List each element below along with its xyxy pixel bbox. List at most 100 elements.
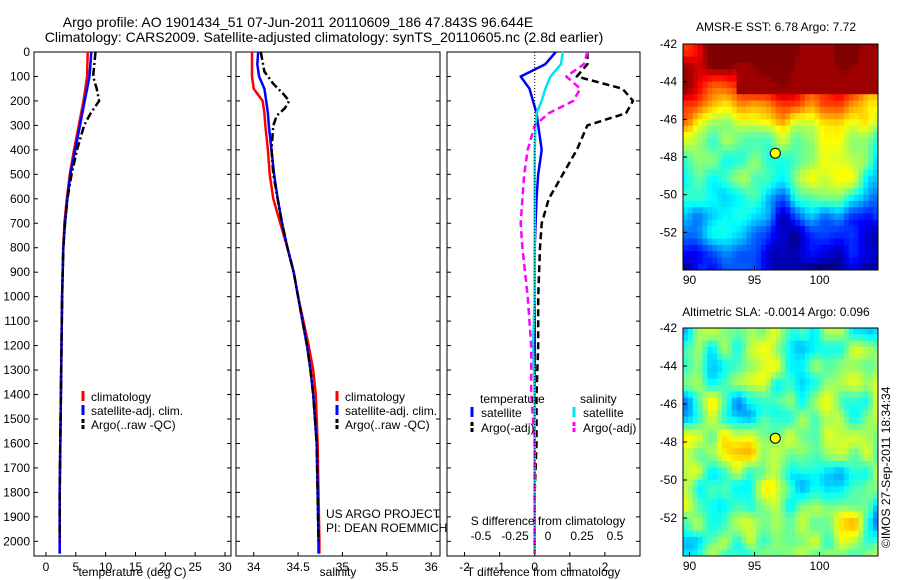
sst_map-cell xyxy=(863,50,869,57)
sla_map-cell xyxy=(809,537,816,544)
sst_map-cell xyxy=(824,100,830,108)
sla_map-cell xyxy=(697,486,703,494)
sst_map-cell xyxy=(824,238,830,246)
sst_map-cell xyxy=(848,163,855,170)
sla_map-cell xyxy=(731,530,738,538)
sla_map-cell xyxy=(702,435,708,443)
sst_map-cell xyxy=(683,207,689,214)
sla_map-cell xyxy=(873,378,879,386)
sst_map-cell xyxy=(868,194,874,202)
sla_map-cell xyxy=(731,442,738,449)
sst_map-cell xyxy=(829,244,835,252)
sst_map-cell xyxy=(736,182,742,189)
sla_map-cell xyxy=(853,397,859,405)
sla_map-cell xyxy=(687,435,694,443)
sla_map-cell xyxy=(697,397,703,405)
sst_map-cell xyxy=(790,175,796,183)
sst_map-cell xyxy=(868,119,874,127)
sst_map-cell xyxy=(785,175,791,183)
sst_map-cell xyxy=(697,50,703,57)
legend-label-s-satellite: satellite xyxy=(583,406,624,420)
sst_map-cell xyxy=(712,113,718,120)
sst_map-cell xyxy=(687,94,694,101)
sst_map-cell xyxy=(722,144,728,152)
sst_map-cell xyxy=(702,131,708,139)
sst_map-cell xyxy=(804,56,811,64)
sla_map-cell xyxy=(848,543,855,551)
sst_map-cell xyxy=(770,207,777,214)
sst_map-cell xyxy=(756,194,762,202)
sst_map-cell xyxy=(848,50,855,57)
sla_map-cell xyxy=(834,404,840,411)
sla_map-cell xyxy=(746,416,752,424)
sst_map-cell xyxy=(770,244,777,252)
sla_map-cell xyxy=(848,385,855,392)
sla_map-cell xyxy=(692,378,699,386)
sla_map-cell xyxy=(824,385,830,392)
sst_map-cell xyxy=(751,56,757,64)
sst_map-cell xyxy=(873,163,879,170)
temperature-legend-label: climatology xyxy=(91,390,151,404)
sst_map-cell xyxy=(722,194,728,202)
sla_map-cell xyxy=(790,366,796,373)
sst_map-cell xyxy=(785,194,791,202)
sla_map-cell xyxy=(858,537,864,544)
sst_map-cell xyxy=(814,150,820,158)
sst_map-cell xyxy=(722,131,728,139)
sst_map-cell xyxy=(687,238,694,246)
sst_map-cell xyxy=(795,81,801,89)
sst_map-cell xyxy=(868,87,874,95)
sla_map-cell xyxy=(814,366,820,373)
sla_map-cell xyxy=(692,486,699,494)
sst_map-cell xyxy=(795,87,801,95)
sst_map-cell xyxy=(824,200,830,208)
sst_map-cell xyxy=(736,106,742,114)
sla_map-cell xyxy=(800,353,806,361)
sst_map-cell xyxy=(687,131,694,139)
sst_map-cell xyxy=(736,62,742,70)
sst_map-cell xyxy=(697,106,703,114)
sst_map-cell xyxy=(868,113,874,120)
sst_map-cell xyxy=(741,81,747,89)
sla_map-cell xyxy=(863,549,869,557)
sst_map-cell xyxy=(839,56,845,64)
sst_map-cell xyxy=(834,87,840,95)
sst_map-cell xyxy=(858,194,864,202)
sst_map-cell xyxy=(868,175,874,183)
sst_map-cell xyxy=(863,188,869,196)
sla_map-cell xyxy=(800,378,806,386)
sst_map-cell xyxy=(868,44,874,51)
sla_map-cell xyxy=(702,423,708,430)
sla_map-cell xyxy=(790,340,796,348)
sla_map-cell xyxy=(736,537,742,544)
sst_map-cell xyxy=(804,169,811,177)
sla_map-cell xyxy=(809,435,816,443)
sla_map-cell xyxy=(804,397,811,405)
sst_map-cell xyxy=(751,62,757,70)
sst_map-cell xyxy=(853,119,859,127)
sla_map-cell xyxy=(863,480,869,487)
sla_map-cell xyxy=(726,518,733,525)
sla_map-cell xyxy=(756,492,762,500)
sst_map-cell xyxy=(746,144,752,152)
sla_map-cell xyxy=(692,372,699,380)
sla_map-cell xyxy=(785,397,791,405)
sst_map-cell xyxy=(687,138,694,145)
sla_map-cell xyxy=(687,549,694,557)
sst_map-cell xyxy=(736,238,742,246)
sst_map-cell xyxy=(751,50,757,57)
sst_map-cell xyxy=(868,75,874,83)
sla_map-cell xyxy=(863,410,869,418)
sst_map-cell xyxy=(687,257,694,265)
sst_map-cell xyxy=(756,138,762,145)
sst_map-cell xyxy=(819,169,825,177)
sst_map-cell xyxy=(819,219,825,227)
sla_map-cell xyxy=(692,448,699,456)
sst_map-cell xyxy=(858,56,864,64)
sla_map-cell xyxy=(717,378,723,386)
sst_map-cell xyxy=(717,188,723,196)
sla_map-cell xyxy=(712,442,718,449)
sla_map-cell xyxy=(795,543,801,551)
sla_map-cell xyxy=(687,353,694,361)
sla_map-cell xyxy=(839,391,845,399)
